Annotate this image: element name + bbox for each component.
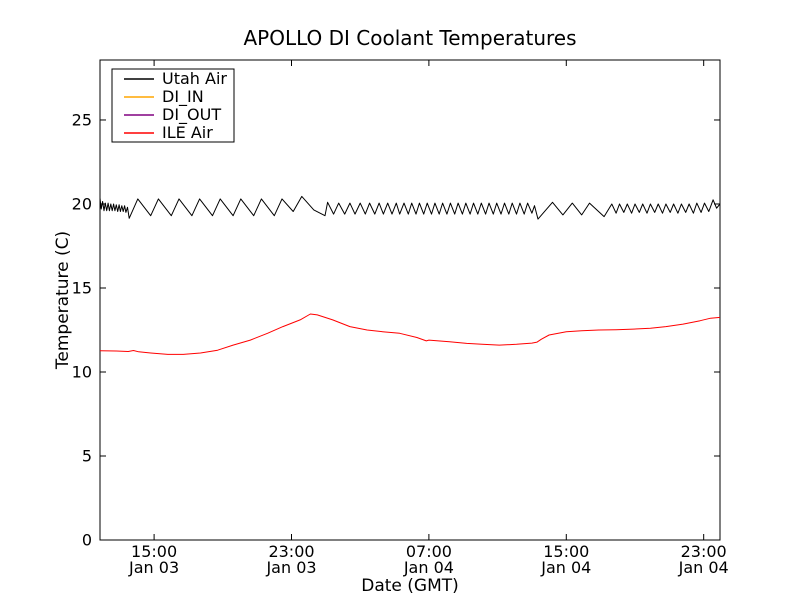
- x-tick-date-label: Jan 04: [403, 558, 454, 577]
- chart-title: APOLLO DI Coolant Temperatures: [243, 26, 576, 50]
- x-tick-time-label: 15:00: [131, 542, 177, 561]
- x-tick-date-label: Jan 03: [128, 558, 179, 577]
- y-tick-label: 10: [72, 362, 92, 381]
- plot-area: [99, 59, 721, 541]
- y-tick-label: 20: [72, 194, 92, 213]
- legend-box: [111, 68, 235, 143]
- x-tick-time-label: 07:00: [406, 542, 452, 561]
- legend: Utah Air DI_IN DI_OUT ILE Air: [111, 68, 235, 143]
- x-tick-time-label: 15:00: [543, 542, 589, 561]
- x-tick-date-label: Jan 03: [265, 558, 316, 577]
- series-line-ile-air: [100, 313, 720, 355]
- legend-label-di-out: DI_OUT: [162, 105, 221, 125]
- y-axis-label: Temperature (C): [53, 231, 73, 370]
- x-tick-date-label: Jan 04: [678, 558, 729, 577]
- series-line-utah-air: [100, 195, 720, 220]
- x-tick-date-label: Jan 04: [540, 558, 591, 577]
- legend-label-ile-air: ILE Air: [162, 123, 213, 142]
- x-tick-time-label: 23:00: [268, 542, 314, 561]
- x-tick-time-label: 23:00: [681, 542, 727, 561]
- legend-label-utah-air: Utah Air: [162, 69, 227, 88]
- y-tick-label: 25: [72, 110, 92, 129]
- legend-label-di-in: DI_IN: [162, 87, 204, 107]
- y-tick-label: 0: [82, 531, 92, 550]
- y-axis-ticks: 0 5 10 15 20 25: [72, 110, 720, 550]
- y-tick-label: 15: [72, 278, 92, 297]
- y-tick-label: 5: [82, 446, 92, 465]
- series-lines: [100, 195, 720, 355]
- x-axis-label: Date (GMT): [361, 576, 459, 596]
